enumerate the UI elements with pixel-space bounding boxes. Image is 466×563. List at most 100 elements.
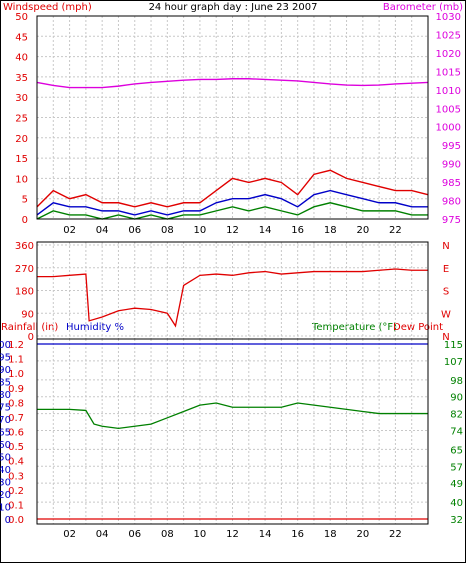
x-tick-label: 10 — [194, 225, 207, 236]
humidity-tick-label: 90 — [0, 365, 11, 376]
baro-tick-label: 1010 — [436, 86, 461, 97]
wind-tick-label: 5 — [22, 195, 28, 206]
wind-tick-label: 40 — [15, 53, 28, 64]
series-line-wind-direction — [37, 268, 428, 328]
x-tick-label: 02 — [63, 529, 76, 540]
series-line-barometer — [36, 78, 429, 89]
x-tick-label: 20 — [356, 529, 369, 540]
x-tick-label: 12 — [226, 225, 239, 236]
baro-tick-label: 995 — [442, 141, 461, 152]
x-tick-label: 10 — [194, 529, 207, 540]
baro-tick-label: 975 — [442, 215, 461, 226]
rain-tick-label: 0.1 — [8, 500, 24, 511]
temp-tick-label: 98 — [450, 376, 463, 387]
wind-tick-label: 10 — [15, 174, 28, 185]
baro-tick-label: 1005 — [436, 104, 461, 115]
rain-tick-label: 0.7 — [8, 413, 24, 424]
x-tick-label: 16 — [291, 225, 304, 236]
x-tick-label: 08 — [161, 225, 174, 236]
rain-tick-label: 0.5 — [8, 442, 24, 453]
chart-title: 24 hour graph day : June 23 2007 — [149, 2, 318, 13]
wind-axis-label: Windspeed (mph) — [3, 2, 92, 13]
wind-tick-label: 35 — [15, 73, 28, 84]
rain-axis-label: Rainfall (in) — [1, 322, 58, 333]
wind-panel-frame — [36, 15, 429, 220]
baro-tick-label: 1015 — [436, 67, 461, 78]
temp-tick-label: 40 — [450, 498, 463, 509]
series-line-wind-gust — [36, 169, 429, 208]
baro-tick-label: 1030 — [436, 12, 461, 23]
rain-tick-label: 0.3 — [8, 471, 24, 482]
x-tick-label: 18 — [324, 225, 337, 236]
temp-tick-label: 49 — [450, 479, 463, 490]
temp-tick-label: 57 — [450, 462, 463, 473]
direction-tick-label: 270 — [15, 264, 34, 275]
baro-tick-label: 985 — [442, 178, 461, 189]
humidity-axis-label: Humidity % — [66, 322, 124, 333]
temp-tick-label: 32 — [450, 515, 463, 526]
humidity-tick-label: 40 — [0, 465, 11, 476]
direction-tick-label: 90 — [21, 309, 34, 320]
direction-tick-label: 360 — [15, 241, 34, 252]
rain-tick-label: 0.6 — [8, 428, 24, 439]
compass-label: N — [442, 241, 449, 252]
baro-axis-label: Barometer (mb) — [383, 2, 463, 13]
temp-tick-label: 82 — [450, 410, 463, 421]
baro-tick-label: 990 — [442, 160, 461, 171]
humidity-tick-label: 10 — [0, 503, 11, 514]
x-tick-label: 14 — [259, 225, 272, 236]
compass-label: E — [443, 264, 449, 275]
rain-tick-label: 0.4 — [8, 457, 24, 468]
x-tick-label: 20 — [356, 225, 369, 236]
wind-tick-label: 50 — [15, 12, 28, 23]
compass-label: N — [442, 332, 449, 343]
temp-tick-label: 74 — [450, 426, 463, 437]
rain-tick-label: 0.8 — [8, 398, 24, 409]
wind-tick-label: 45 — [15, 32, 28, 43]
x-tick-label: 14 — [259, 529, 272, 540]
x-tick-label: 02 — [63, 225, 76, 236]
baro-tick-label: 980 — [442, 197, 461, 208]
humidity-tick-label: 80 — [0, 390, 11, 401]
series-line-wind-average — [36, 189, 428, 216]
wind-tick-label: 30 — [15, 93, 28, 104]
wind-tick-label: 25 — [15, 114, 28, 125]
wind-tick-label: 0 — [22, 215, 28, 226]
rain-tick-label: 1.1 — [8, 355, 24, 366]
x-tick-label: 16 — [291, 529, 304, 540]
humidity-tick-label: 70 — [0, 415, 11, 426]
x-tick-label: 04 — [96, 529, 109, 540]
rain-tick-label: 0.2 — [8, 486, 24, 497]
compass-label: S — [443, 287, 449, 298]
wind-tick-label: 15 — [15, 154, 28, 165]
humidity-tick-label: 50 — [0, 453, 11, 464]
humidity-tick-label: 0 — [5, 515, 11, 526]
wind-tick-label: 20 — [15, 134, 28, 145]
temp-panel-frame — [36, 338, 429, 525]
humidity-tick-label: 95 — [0, 353, 11, 364]
x-tick-label: 12 — [226, 529, 239, 540]
baro-tick-label: 1000 — [436, 123, 461, 134]
rain-tick-label: 1.2 — [8, 340, 24, 351]
x-tick-label: 06 — [128, 225, 141, 236]
series-line-temperature — [37, 402, 428, 429]
humidity-tick-label: 20 — [0, 490, 11, 501]
direction-tick-label: 180 — [15, 287, 34, 298]
x-tick-label: 22 — [389, 529, 402, 540]
temp-axis-label: Temperature (°F) — [311, 322, 397, 333]
rain-tick-label: 1.0 — [8, 369, 24, 380]
humidity-tick-label: 85 — [0, 378, 11, 389]
baro-tick-label: 1020 — [436, 49, 461, 60]
x-tick-label: 04 — [96, 225, 109, 236]
temp-tick-label: 115 — [444, 340, 463, 351]
rain-tick-label: 0.9 — [8, 384, 24, 395]
x-tick-label: 06 — [128, 529, 141, 540]
humidity-tick-label: 60 — [0, 440, 11, 451]
humidity-tick-label: 100 — [0, 340, 11, 351]
compass-label: W — [441, 309, 451, 320]
temp-tick-label: 107 — [444, 357, 463, 368]
x-tick-label: 22 — [389, 225, 402, 236]
baro-tick-label: 1025 — [436, 30, 461, 41]
temp-tick-label: 65 — [450, 445, 463, 456]
